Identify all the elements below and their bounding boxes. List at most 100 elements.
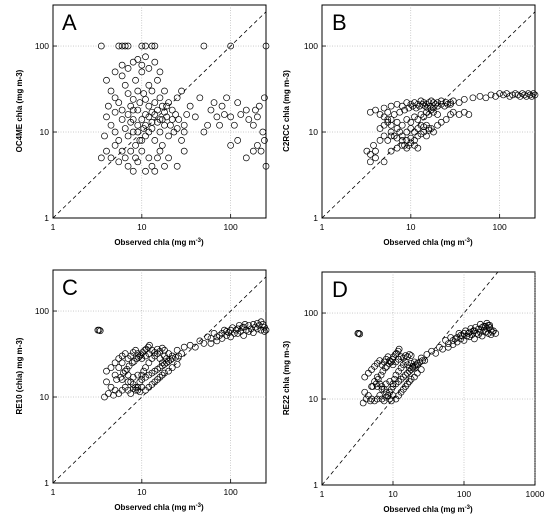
panel-b-data-point [387, 116, 395, 123]
panel-a-data-point [140, 125, 148, 132]
panel-b-data-point [372, 147, 379, 155]
panel-d-letter: D [332, 277, 348, 302]
panel-c-data-point [161, 369, 168, 377]
panel-c: 1 10 100 1 10 100 C Observed chla (mg m-3) RE… [15, 269, 270, 512]
panel-b-data-point [430, 108, 437, 116]
panel-a-data-point [245, 116, 253, 123]
panel-b-data-point [407, 139, 415, 147]
panel-a-data-point [105, 102, 112, 110]
panel-a-data-point [148, 87, 156, 95]
panel-b-data-point [412, 104, 420, 112]
panel-a-data-point [242, 154, 250, 162]
panel-d-data-point [492, 330, 500, 337]
panel-c-data-point [118, 376, 126, 383]
panel-c-data-point [262, 326, 270, 334]
panel-c-data-point [154, 376, 161, 383]
panel-a-data-point [134, 87, 142, 95]
panel-b-data-point [380, 158, 388, 166]
panel-c-x-tick-label: 1 [51, 487, 56, 497]
panel-a-data-point [234, 136, 242, 144]
panel-b-data-point [434, 102, 441, 110]
panel-c-data-point [254, 325, 261, 333]
panel-a-data-point [129, 116, 137, 123]
panel-d-data-point [467, 325, 475, 332]
panel-d-data-point [413, 369, 421, 377]
panel-d-data-point [423, 351, 431, 358]
panel-d-data-point [466, 328, 473, 336]
panel-b-data-point [398, 132, 406, 140]
panel-c-data-point [156, 364, 164, 371]
panel-d-points [354, 319, 500, 407]
panel-b-data-point [390, 111, 398, 118]
panel-c-data-point [168, 364, 176, 371]
panel-a-data-point [254, 113, 261, 121]
panel-d-data-point [369, 383, 377, 390]
panel-a-data-point [262, 42, 270, 50]
panel-a-data-point [154, 106, 161, 114]
panel-d-data-point [469, 327, 477, 335]
panel-d-data-point [487, 331, 495, 339]
panel-b: 1 10 100 1 10 100 B Observed chla (mg m-3) C2… [282, 4, 539, 247]
panel-a-data-point [213, 113, 221, 121]
panel-d-data-point [386, 378, 394, 385]
panel-a-data-point [180, 121, 188, 129]
panel-d-data-point [365, 369, 372, 377]
panel-c-data-point [241, 320, 249, 328]
panel-c-y-tick-label: 100 [35, 306, 49, 316]
panel-c-data-point [175, 352, 183, 360]
panel-a-data-point [170, 128, 178, 136]
panel-d-data-point [378, 385, 386, 393]
panel-b-data-point [403, 116, 411, 123]
panel-b-plot-frame [321, 4, 536, 219]
panel-a-data-point [134, 55, 142, 63]
panel-d-data-point [475, 331, 482, 339]
panel-b-data-point [403, 136, 411, 144]
panel-a-data-point [186, 102, 194, 110]
panel-a-data-point [180, 147, 188, 155]
panel-c-data-point [158, 371, 166, 379]
panel-b-data-point [387, 132, 395, 140]
panel-a-y-tick-label: 100 [35, 41, 49, 51]
panel-d-data-point [376, 392, 384, 399]
panel-b-data-point [414, 144, 422, 152]
panel-b-data-point [469, 94, 477, 102]
panel-c-data-point [133, 355, 141, 362]
panel-b-data-point [393, 144, 401, 152]
panel-a-y-tick-label: 10 [40, 127, 50, 137]
panel-a-data-point [154, 76, 161, 84]
panel-b-x-tick-label: 10 [406, 222, 416, 232]
panel-c-data-point [138, 371, 146, 379]
panel-b-one-to-one-line [321, 11, 536, 219]
panel-c-letter: C [62, 275, 78, 300]
panel-d-x-tick-label: 1 [320, 489, 325, 499]
panel-c-data-point [120, 369, 127, 377]
panel-c-data-point [124, 378, 132, 386]
panel-b-data-point [447, 99, 454, 106]
panel-c-data-point [173, 360, 181, 368]
panel-a-data-point [124, 111, 132, 118]
panel-b-data-point [376, 136, 384, 144]
panel-a-data-point [173, 125, 181, 132]
panel-c-data-point [245, 328, 253, 335]
panel-c-data-point [146, 341, 153, 349]
panel-c-data-point [240, 332, 247, 339]
panel-a-data-point [115, 42, 123, 50]
panel-d-y-axis-label: RE22 chla (mg m-3) [282, 341, 291, 416]
panel-d-data-point [355, 330, 363, 337]
panel-a-data-point [151, 111, 159, 118]
panel-c-ticks: 1 10 100 1 10 100 [35, 306, 238, 497]
panel-a-data-point [145, 128, 153, 136]
panel-b-data-point [398, 121, 406, 129]
panel-a-data-point [111, 128, 119, 136]
panel-c-points [94, 318, 270, 401]
panel-a-data-point [148, 162, 156, 170]
panel-c-data-point [204, 333, 211, 341]
panel-d-data-point [406, 351, 413, 358]
panel-a-data-point [124, 162, 132, 170]
panel-b-data-point [442, 99, 450, 106]
panel-a-data-point [138, 116, 146, 123]
panel-c-data-point [103, 378, 110, 386]
panel-a-data-point [165, 154, 172, 162]
panel-a-data-point [145, 113, 153, 121]
panel-d-data-point [436, 343, 443, 351]
